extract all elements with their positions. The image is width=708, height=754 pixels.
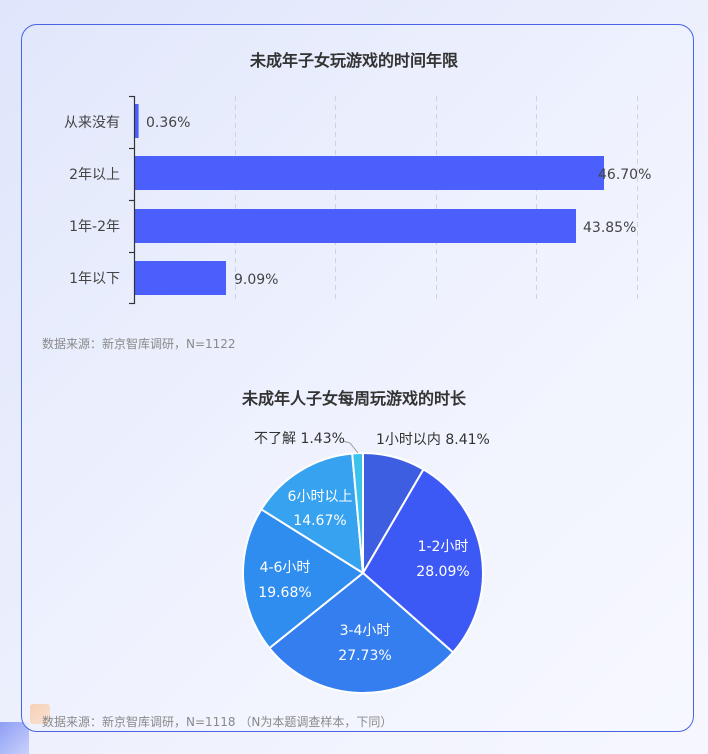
pie-label-unknown: 不了解 1.43% xyxy=(254,431,345,447)
pie-label-under-1h: 1小时以内 8.41% xyxy=(376,432,490,448)
bar-under-1yr xyxy=(135,261,226,295)
pie-chart-source: 数据来源：新京智库调研，N=1118 （N为本题调查样本，下同） xyxy=(42,715,393,729)
bar-category-label: 1年以下 xyxy=(69,271,120,287)
pie-label-4-6h-name: 4-6小时 xyxy=(260,560,311,576)
bar-category-label: 1年-2年 xyxy=(69,219,120,235)
bar-1-2yr xyxy=(135,209,576,243)
pie-label-1-2h-name: 1-2小时 xyxy=(418,539,469,555)
bar-category-label: 从来没有 xyxy=(64,115,120,131)
pie-label-4-6h-value: 19.68% xyxy=(258,585,311,601)
pie-label-3-4h-name: 3-4小时 xyxy=(340,623,391,639)
pie-slice-1-2h xyxy=(362,468,484,654)
pie-label-6h-plus-value: 14.67% xyxy=(293,513,346,529)
bar-value-label: 43.85% xyxy=(583,220,636,236)
pie-series xyxy=(242,452,484,695)
pie-leader-line xyxy=(342,440,359,454)
pie-slice-6h-plus xyxy=(260,452,364,574)
pie-label-1-2h-value: 28.09% xyxy=(416,564,469,580)
pie-slice-3-4h xyxy=(268,572,454,695)
pie-slice-4-6h xyxy=(242,508,364,650)
bar-2yr-plus xyxy=(135,156,604,190)
y-axis xyxy=(129,95,136,305)
bar-value-label: 46.70% xyxy=(598,167,651,183)
bar-category-label: 2年以上 xyxy=(69,167,120,183)
bar-never xyxy=(135,104,139,138)
bar-value-label: 9.09% xyxy=(234,272,278,288)
logo-mark xyxy=(30,704,50,724)
bar-chart-source: 数据来源：新京智库调研，N=1122 xyxy=(42,337,236,351)
pie-label-6h-plus-name: 6小时以上 xyxy=(288,489,353,505)
corner-decoration xyxy=(0,722,29,754)
pie-label-3-4h-value: 27.73% xyxy=(338,648,391,664)
bar-gridlines xyxy=(235,96,638,303)
pie-chart-title: 未成年人子女每周玩游戏的时长 xyxy=(241,389,466,408)
bar-series xyxy=(135,104,604,295)
bar-value-label: 0.36% xyxy=(146,115,190,131)
bar-chart-title: 未成年子女玩游戏的时间年限 xyxy=(249,51,458,70)
